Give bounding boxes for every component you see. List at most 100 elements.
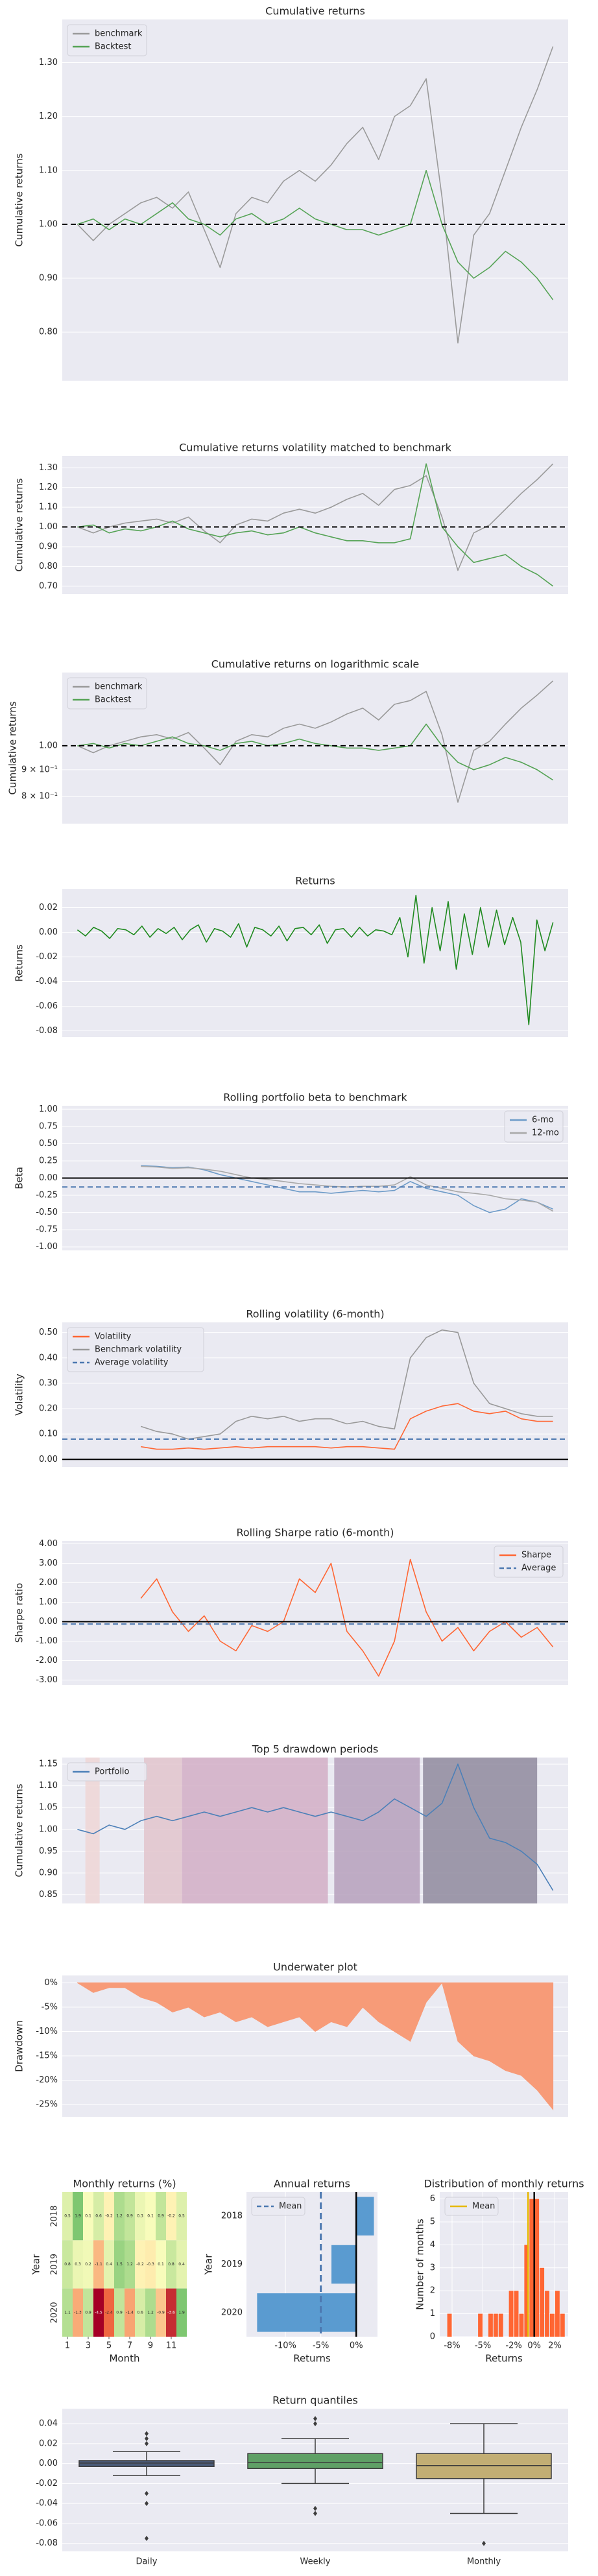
y-tick-label: 0.04	[39, 2419, 58, 2429]
y-tick-label: 6	[430, 2194, 435, 2204]
plot-area	[62, 19, 568, 381]
y-tick-label: 0.30	[39, 1378, 58, 1388]
heatmap-cell	[62, 2240, 73, 2289]
y-tick-label: 0.85	[39, 1890, 58, 1900]
heatmap-cell	[73, 2192, 83, 2241]
bar	[514, 2291, 519, 2337]
legend-box	[494, 1545, 564, 1578]
drawdown-period	[334, 1758, 420, 1903]
x-tick-label: 1	[65, 2341, 70, 2351]
y-tick-label: 2019	[50, 2254, 60, 2275]
y-tick-label: -3.00	[36, 1675, 58, 1685]
y-tick-label: 4.00	[39, 1539, 58, 1549]
cell-label: 1.9	[75, 2214, 81, 2219]
y-axis-label: Cumulative returns	[14, 153, 25, 246]
outlier	[145, 2431, 149, 2437]
heatmap-cell	[83, 2288, 93, 2337]
bar	[555, 2291, 560, 2337]
heatmap-cell	[83, 2240, 93, 2289]
y-axis-label: Sharpe ratio	[14, 1583, 25, 1643]
legend-label: Average	[521, 1564, 556, 1573]
x-tick-label: Monthly	[467, 2557, 501, 2567]
y-tick-label: 0.25	[39, 1156, 58, 1165]
y-tick-label: 0.90	[39, 1868, 58, 1878]
x-tick-label: 0%	[527, 2341, 541, 2351]
y-tick-label: -0.04	[36, 2499, 58, 2509]
cell-label: 0.5	[178, 2214, 185, 2219]
y-tick-label: -0.25	[36, 1191, 58, 1200]
y-axis-label: Cumulative returns	[14, 478, 25, 571]
drawdown-period	[423, 1758, 538, 1903]
heatmap-cell	[145, 2288, 156, 2337]
y-tick-label: 0.50	[39, 1328, 58, 1337]
cell-label: 0.9	[85, 2310, 91, 2315]
x-tick-label: -8%	[444, 2341, 460, 2351]
outlier	[313, 2510, 317, 2516]
x-axis-label: Returns	[293, 2353, 331, 2365]
cell-label: 0.4	[106, 2262, 112, 2267]
bar	[257, 2293, 357, 2332]
cell-label: -1.3	[74, 2310, 82, 2315]
heatmap-cell	[93, 2288, 104, 2337]
y-tick-label: 0.00	[39, 1455, 58, 1464]
y-tick-label: -0.08	[36, 1026, 58, 1036]
heatmap-cell	[176, 2192, 187, 2241]
legend-label: 12-mo	[532, 1128, 559, 1138]
chart-title: Underwater plot	[273, 1961, 357, 1974]
legend-box	[444, 2197, 499, 2216]
series-line	[77, 680, 554, 803]
box	[416, 2453, 552, 2479]
cell-label: 1.2	[116, 2214, 123, 2219]
y-tick-label: 5	[430, 2217, 435, 2227]
y-tick-label: 0.80	[39, 328, 58, 337]
y-tick-label: 0%	[44, 1978, 58, 1988]
chart-title: Monthly returns (%)	[73, 2178, 176, 2190]
cell-label: 0.4	[178, 2262, 185, 2267]
cell-label: 1.2	[147, 2310, 154, 2315]
heatmap-cell	[135, 2240, 145, 2289]
plot-area	[62, 456, 568, 594]
y-tick-label: 0.00	[39, 2459, 58, 2468]
legend-label: Benchmark volatility	[95, 1345, 182, 1355]
y-tick-label: 1.00	[39, 1104, 58, 1114]
x-tick-label: Daily	[136, 2557, 158, 2567]
cell-label: 1.2	[126, 2262, 133, 2267]
y-tick-label: -20%	[36, 2075, 58, 2085]
x-tick-label: 11	[166, 2341, 177, 2351]
x-tick-label: 9	[148, 2341, 153, 2351]
x-tick-label: 7	[127, 2341, 132, 2351]
outlier	[145, 2536, 149, 2541]
x-tick-label: Weekly	[300, 2557, 331, 2567]
cell-label: 0.3	[75, 2262, 81, 2267]
drawdown-area	[77, 1982, 554, 2111]
y-tick-label: 1.00	[39, 1597, 58, 1607]
x-tick-label: -5%	[475, 2341, 491, 2351]
y-tick-label: -1.00	[36, 1636, 58, 1646]
heatmap-cell	[166, 2192, 176, 2241]
legend-label: Volatility	[95, 1332, 131, 1342]
heatmap-cell	[145, 2240, 156, 2289]
y-tick-label: 0.02	[39, 2439, 58, 2448]
y-axis-label: Returns	[14, 944, 25, 982]
series-line	[77, 894, 554, 1025]
y-tick-label: 0.75	[39, 1121, 58, 1131]
heatmap-cell	[114, 2192, 125, 2241]
outlier	[482, 2540, 486, 2546]
bar	[488, 2313, 493, 2337]
heatmap-cell	[166, 2288, 176, 2337]
chart-title: Return quantiles	[272, 2394, 358, 2407]
y-tick-label: 1.00	[39, 522, 58, 532]
bar	[356, 2197, 374, 2236]
drawdown-period	[85, 1758, 100, 1903]
outlier	[313, 2505, 317, 2511]
cell-label: -0.2	[136, 2262, 144, 2267]
y-tick-label: 8 × 10⁻¹	[21, 792, 58, 802]
box	[78, 2460, 215, 2467]
legend-box	[251, 2197, 305, 2216]
chart-title: Rolling portfolio beta to benchmark	[223, 1091, 407, 1104]
x-axis-label: Returns	[485, 2353, 523, 2365]
legend-label: 6-mo	[532, 1115, 554, 1125]
y-tick-label: 1.00	[39, 1824, 58, 1834]
cell-label: 0.8	[168, 2262, 174, 2267]
legend-label: benchmark	[95, 682, 143, 692]
